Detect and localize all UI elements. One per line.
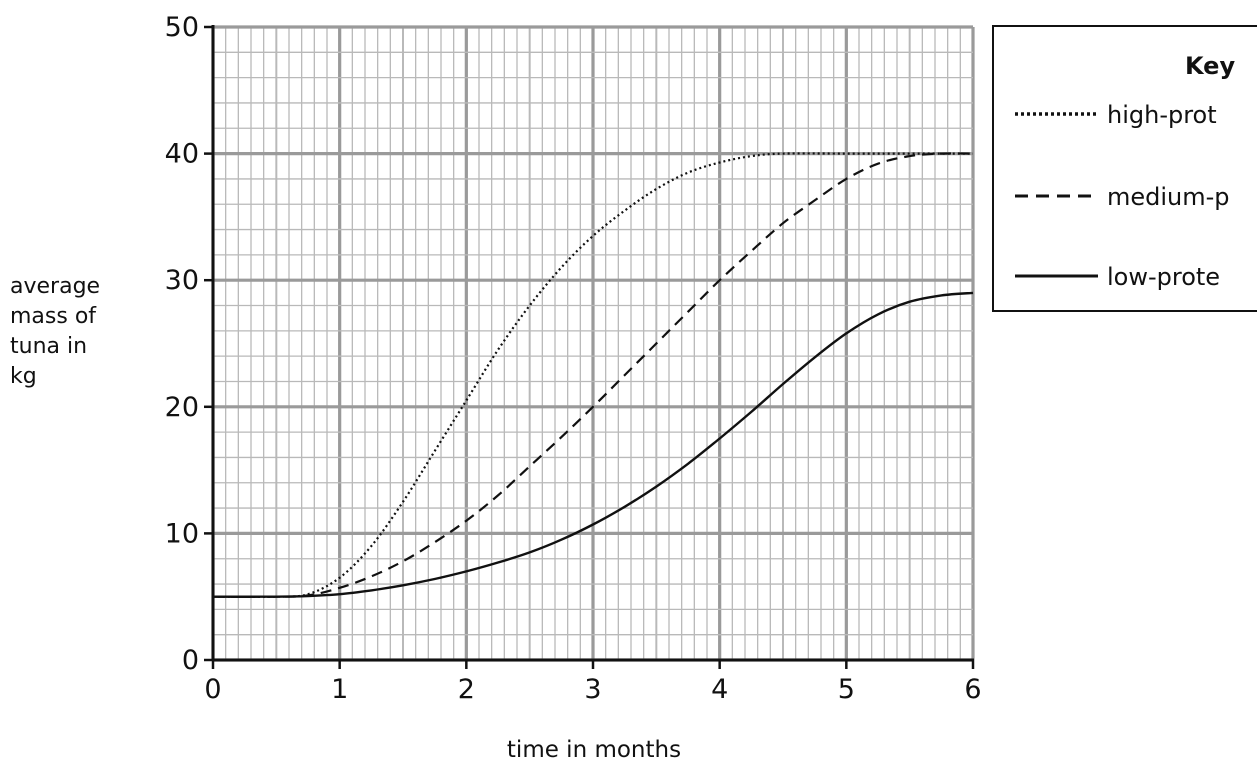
y-tick-label: 20	[165, 392, 199, 423]
legend: Key high-prot medium-p low-prote	[992, 25, 1257, 312]
x-tick-label: 2	[458, 674, 475, 705]
x-tick-label: 6	[964, 674, 981, 705]
x-tick-label: 5	[838, 674, 855, 705]
y-axis-label-line-4: kg	[10, 364, 37, 389]
y-tick-label: 50	[165, 12, 199, 43]
axis-ticks: 0 1 2 3 4 5 6 0 10 20 30 40 50	[165, 12, 982, 705]
y-tick-label: 40	[165, 139, 199, 170]
y-tick-label: 30	[165, 265, 199, 296]
legend-box	[992, 25, 1257, 312]
x-tick-label: 0	[204, 674, 221, 705]
x-axis-label: time in months	[507, 737, 681, 763]
x-tick-label: 3	[584, 674, 601, 705]
y-axis-label-line-3: tuna in	[10, 334, 87, 359]
series-lines	[212, 152, 974, 598]
y-tick-label: 0	[182, 645, 199, 676]
y-axis-label-line-1: average	[10, 274, 100, 299]
x-tick-label: 4	[711, 674, 728, 705]
legend-label: low-prote	[1107, 263, 1220, 291]
legend-label: high-prot	[1107, 101, 1217, 129]
legend-items: high-prot medium-p low-prote	[1015, 101, 1230, 291]
grid	[211, 25, 975, 662]
series-line-solid	[212, 291, 974, 598]
legend-title: Key	[1185, 52, 1235, 80]
y-axis-label-line-2: mass of	[10, 304, 97, 329]
y-tick-label: 10	[165, 518, 199, 549]
y-axis-label: average mass of tuna in kg	[10, 274, 100, 389]
x-tick-label: 1	[331, 674, 348, 705]
legend-label: medium-p	[1107, 183, 1230, 211]
